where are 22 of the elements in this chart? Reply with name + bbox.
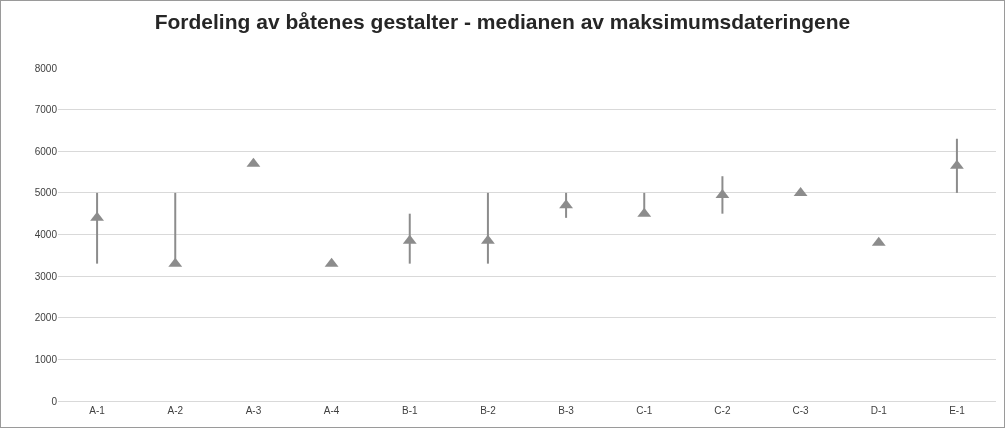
- x-tick-label: B-3: [558, 405, 575, 416]
- x-tick-label: A-4: [323, 405, 340, 416]
- x-tick-label: E-1: [949, 405, 966, 416]
- y-tick-label: 0: [51, 395, 58, 407]
- y-tick-label: 5000: [34, 187, 58, 199]
- x-tick-label: A-3: [245, 405, 262, 416]
- x-tick-label: C-2: [714, 405, 731, 416]
- x-tick-label: A-2: [167, 405, 184, 416]
- x-tick-label: A-1: [89, 405, 106, 416]
- y-tick-label: 3000: [34, 270, 58, 282]
- y-tick-label: 1000: [34, 353, 58, 365]
- y-tick-label: 6000: [34, 145, 58, 157]
- chart-title: Fordeling av båtenes gestalter - medianen av maksimumsdateringene: [154, 9, 851, 33]
- y-tick-label: 2000: [34, 312, 58, 324]
- x-tick-label: C-3: [792, 405, 810, 416]
- y-tick-label: 7000: [34, 104, 58, 116]
- y-tick-label: 8000: [34, 62, 58, 74]
- y-tick-label: 4000: [34, 229, 58, 240]
- x-tick-label: B-1: [401, 405, 418, 416]
- x-tick-label: D-1: [870, 405, 888, 416]
- x-tick-label: B-2: [480, 405, 497, 416]
- x-tick-label: C-1: [636, 405, 653, 416]
